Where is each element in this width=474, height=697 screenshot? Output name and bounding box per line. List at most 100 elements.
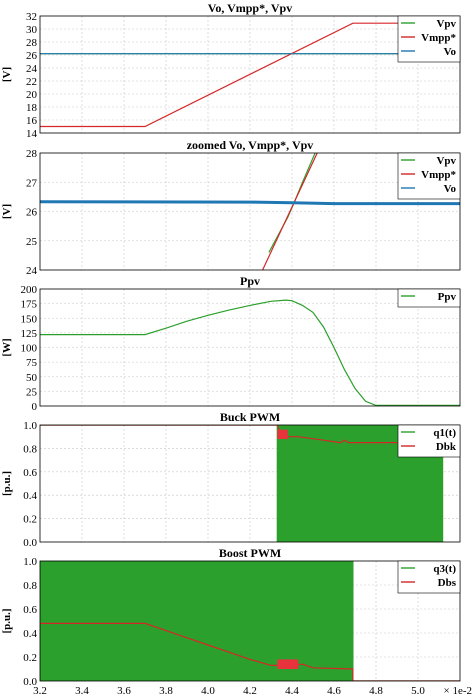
y-tick-label: 27 (26, 177, 38, 189)
legend-entry: Vo (444, 46, 457, 58)
legend-box (397, 424, 461, 458)
legend-entry: Vo (444, 183, 457, 195)
y-tick-label: 0.2 (23, 652, 37, 664)
legend-box (397, 288, 461, 308)
y-tick-label: 0.0 (23, 537, 37, 549)
y-tick-label: 0 (32, 401, 38, 413)
x-tick-label: 3.8 (159, 685, 173, 697)
y-tick-label: 25 (26, 386, 38, 398)
y-tick-label: 0.8 (23, 443, 37, 455)
plot-frame (39, 15, 461, 134)
legend-entry: Ppv (438, 291, 457, 303)
series-vo-line (40, 200, 460, 206)
y-tick-label: 0.8 (23, 580, 37, 592)
y-tick-label: 175 (21, 299, 38, 311)
panel-title: Vo, Vmpp*, Vpv (208, 1, 292, 15)
series-vmpp-line (40, 22, 460, 128)
x-tick-label: 4.8 (369, 685, 383, 697)
panel-2: zoomed Vo, Vmpp*, Vpv 24 25 26 27 28 [V] Vpv Vmp… (1, 138, 461, 277)
plot-frame (39, 152, 461, 271)
y-tick-label: 200 (21, 284, 38, 296)
legend: Ppv (397, 288, 461, 308)
y-tick-label: 18 (26, 102, 38, 114)
series-q3-t-band (40, 561, 353, 681)
y-tick-label: 26 (26, 50, 38, 62)
x-tick-label: 3.6 (117, 685, 131, 697)
y-axis-label: [W] (1, 338, 13, 356)
x-tick-label: 4.0 (201, 685, 215, 697)
plot-frame (39, 288, 461, 407)
x-tick-label: 4.6 (327, 685, 341, 697)
plot-area (40, 22, 460, 128)
y-axis-label: [p.u.] (1, 608, 13, 633)
x-tick-label: 3.2 (33, 685, 47, 697)
y-tick-label: 0.4 (23, 490, 37, 502)
y-tick-label: 0.6 (23, 467, 37, 479)
plot-frame (39, 560, 461, 682)
x-axis-multiplier: × 1e-2 (444, 685, 473, 697)
legend-entry: Vpv (436, 18, 456, 30)
y-tick-label: 125 (21, 328, 38, 340)
panel-title: Buck PWM (220, 410, 280, 424)
panel-3: Ppv 0 25 50 75 100 125 150 175 200 [W] Ppv (1, 274, 461, 413)
legend-entry: q3(t) (433, 563, 456, 575)
legend-box (397, 560, 461, 594)
dbs-pulse-marker (277, 659, 299, 669)
y-tick-label: 16 (26, 115, 38, 127)
panel-4: Buck PWM 0.0 0.2 0.4 0.6 0.8 1.0 [p.u.] q1(t) Dbk (1, 410, 461, 549)
y-tick-label: 22 (26, 76, 37, 88)
legend: Vpv Vmpp* Vo (397, 152, 461, 200)
legend-entry: q1(t) (433, 427, 456, 439)
series-q1-t-line (40, 425, 444, 542)
y-tick-label: 28 (26, 37, 38, 49)
y-tick-label: 1.0 (23, 420, 37, 432)
series-vmpp-line (262, 153, 318, 270)
panel-title: Boost PWM (219, 546, 281, 560)
series-dbk-line (40, 425, 444, 444)
panel-5: Boost PWM 0.0 0.2 0.4 0.6 0.8 1.0 [p.u.] q3(t) Db… (1, 546, 461, 688)
plot-frame (39, 424, 461, 543)
y-tick-label: 50 (26, 372, 38, 384)
legend: Vpv Vmpp* Vo (397, 15, 461, 63)
y-tick-label: 25 (26, 236, 38, 248)
plot-area (40, 561, 460, 681)
y-tick-label: 24 (26, 63, 38, 75)
dbk-pulse-marker (277, 429, 288, 440)
y-tick-label: 14 (26, 128, 38, 140)
legend-entry: Dbs (438, 577, 457, 589)
series-dbs-line (40, 622, 460, 681)
plot-area (40, 425, 444, 542)
y-axis-label: [p.u.] (1, 471, 13, 496)
y-tick-label: 28 (26, 148, 38, 160)
y-tick-label: 24 (26, 265, 38, 277)
y-tick-label: 30 (26, 24, 38, 36)
legend-entry: Dbk (436, 441, 457, 453)
y-tick-label: 26 (26, 207, 38, 219)
y-tick-label: 75 (26, 357, 38, 369)
y-axis-label: [V] (1, 204, 13, 219)
panel-title: zoomed Vo, Vmpp*, Vpv (187, 138, 314, 152)
y-tick-label: 0.2 (23, 514, 37, 526)
series-ppv-line (40, 299, 460, 406)
x-tick-label: 4.2 (243, 685, 257, 697)
y-tick-label: 0.6 (23, 604, 37, 616)
legend-entry: Vmpp* (421, 169, 456, 181)
legend-entry: Vmpp* (421, 32, 456, 44)
x-tick-label: 3.4 (75, 685, 89, 697)
y-tick-label: 20 (26, 89, 38, 101)
legend: q1(t) Dbk (397, 424, 461, 458)
series-q3-t-line (40, 561, 460, 681)
plot-area (40, 299, 460, 406)
y-tick-label: 0.4 (23, 628, 37, 640)
legend-entry: Vpv (436, 155, 456, 167)
y-tick-label: 150 (21, 313, 38, 325)
y-tick-label: 100 (21, 343, 38, 355)
x-tick-label: 5.0 (411, 685, 425, 697)
y-tick-label: 32 (26, 11, 37, 23)
y-tick-label: 0.0 (23, 676, 37, 688)
plot-area (40, 153, 460, 270)
x-tick-label: 4.4 (285, 685, 299, 697)
y-axis-label: [V] (1, 67, 13, 82)
